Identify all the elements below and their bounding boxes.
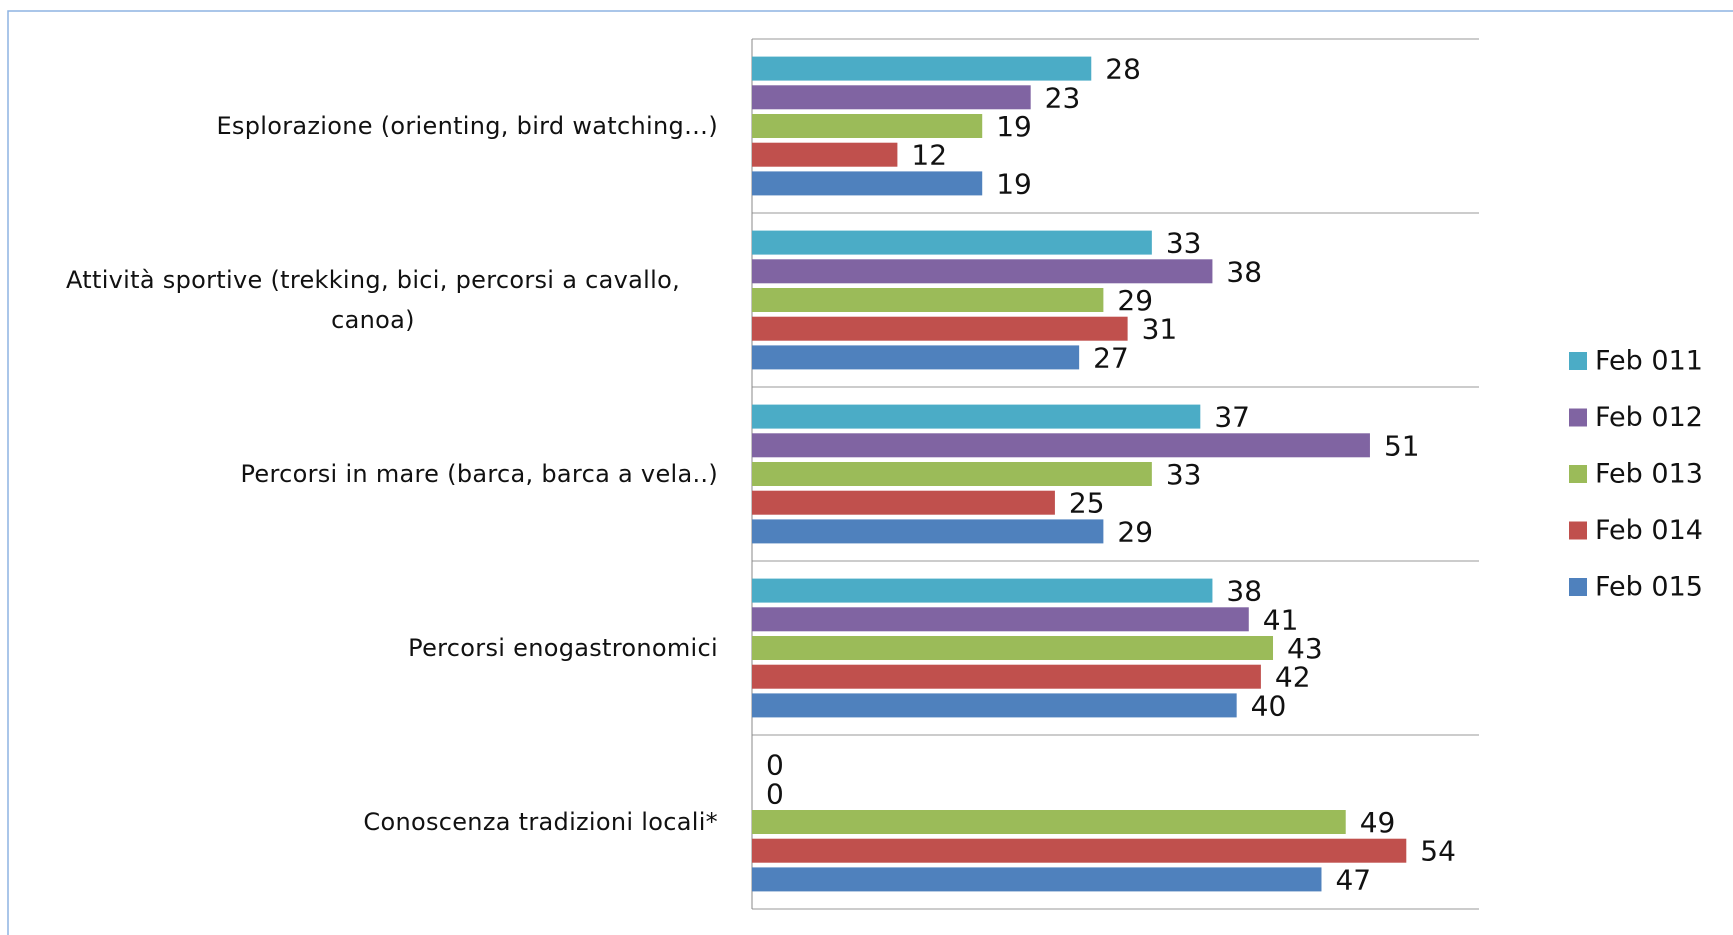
- category-label-box: Percorsi enogastronomici: [28, 628, 718, 668]
- bar: [752, 316, 1128, 341]
- data-label: 38: [1226, 255, 1262, 288]
- bar: [752, 636, 1274, 660]
- legend-swatch: [1569, 521, 1587, 540]
- data-label: 37: [1214, 401, 1250, 434]
- category-label-box: Percorsi in mare (barca, barca a vela..): [28, 454, 718, 494]
- legend-label: Feb 014: [1595, 515, 1703, 546]
- category-label: Attività sportive (trekking, bici, perco…: [65, 266, 681, 334]
- bar: [752, 462, 1152, 486]
- data-label: 40: [1251, 689, 1287, 722]
- category-label-box: Attività sportive (trekking, bici, perco…: [28, 260, 718, 340]
- data-label: 38: [1226, 575, 1262, 608]
- legend-label: Feb 013: [1595, 459, 1703, 490]
- bar: [752, 664, 1261, 689]
- legend-swatch: [1569, 408, 1587, 427]
- bar: [752, 114, 983, 138]
- category-label: Conoscenza tradizioni locali*: [363, 808, 718, 836]
- data-label: 43: [1287, 632, 1323, 665]
- data-label: 12: [911, 139, 947, 172]
- category-label: Percorsi in mare (barca, barca a vela..): [240, 460, 718, 488]
- bar: [752, 693, 1237, 718]
- category-label: Percorsi enogastronomici: [408, 634, 718, 662]
- bar: [752, 490, 1055, 515]
- bar: [752, 810, 1346, 834]
- bar: [752, 142, 898, 167]
- legend-label: Feb 012: [1595, 402, 1703, 433]
- frame: [7, 10, 1733, 935]
- bar: [752, 345, 1080, 370]
- data-label: 47: [1335, 863, 1371, 896]
- data-label: 42: [1275, 661, 1311, 694]
- data-label: 29: [1117, 515, 1153, 548]
- data-label: 25: [1069, 487, 1105, 520]
- category-label-box: Conoscenza tradizioni locali*: [28, 802, 718, 842]
- data-label: 54: [1420, 835, 1456, 868]
- data-label: 33: [1166, 227, 1202, 260]
- data-label: 41: [1263, 603, 1299, 636]
- data-label: 0: [766, 777, 784, 810]
- data-label: 0: [766, 749, 784, 782]
- legend-swatch: [1569, 465, 1587, 483]
- data-label: 29: [1117, 284, 1153, 317]
- bar: [752, 404, 1201, 429]
- bar: [752, 288, 1104, 312]
- category-label: Esplorazione (orienting, bird watching…): [216, 112, 718, 140]
- bar: [752, 838, 1407, 863]
- data-label: 33: [1166, 458, 1202, 491]
- data-label: 51: [1384, 429, 1420, 462]
- bar: [752, 433, 1370, 458]
- bar: [752, 230, 1152, 255]
- data-label: 19: [996, 167, 1032, 200]
- bar: [752, 578, 1213, 603]
- data-label: 49: [1360, 806, 1396, 839]
- bar: [752, 56, 1092, 81]
- bar: [752, 867, 1322, 892]
- data-label: 28: [1105, 53, 1141, 86]
- bar: [752, 171, 983, 196]
- legend-label: Feb 011: [1595, 346, 1703, 377]
- bar: [752, 607, 1249, 632]
- data-label: 23: [1045, 81, 1081, 114]
- data-label: 27: [1093, 341, 1129, 374]
- bar: [752, 85, 1031, 110]
- bar: [752, 259, 1213, 284]
- legend-label: Feb 015: [1595, 572, 1703, 603]
- data-label: 31: [1142, 313, 1178, 346]
- bar: [752, 519, 1104, 544]
- data-label: 19: [996, 110, 1032, 143]
- category-label-box: Esplorazione (orienting, bird watching…): [28, 106, 718, 146]
- legend-swatch: [1569, 578, 1587, 596]
- legend-swatch: [1569, 352, 1587, 370]
